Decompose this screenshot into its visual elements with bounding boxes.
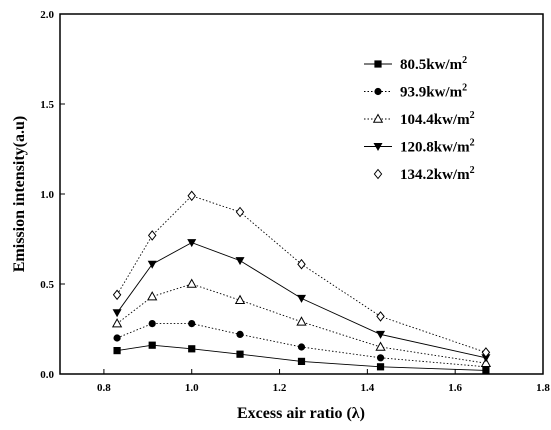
data-point <box>147 230 157 241</box>
series-5 <box>112 190 491 358</box>
data-point <box>187 239 197 248</box>
data-point <box>375 341 386 351</box>
x-tick-label: 1.6 <box>448 382 462 394</box>
data-point <box>235 206 245 218</box>
y-tick-label: 2.0 <box>40 9 54 21</box>
y-tick-label: 1.5 <box>40 99 54 111</box>
x-axis-title: Excess air ratio (λ) <box>237 405 365 422</box>
data-point <box>480 357 492 367</box>
legend: 80.5kw/m2 93.9kw/m2 104.4kw/m2 120.8kw/m2 13… <box>364 55 475 183</box>
data-point <box>376 311 385 322</box>
data-point <box>297 357 306 365</box>
legend-marker <box>372 113 384 123</box>
data-point <box>234 294 246 304</box>
data-point <box>148 341 156 349</box>
y-tick-label: 0.0 <box>40 369 54 381</box>
data-point <box>481 354 491 363</box>
y-axis: 0.0 0.5 1.0 1.5 2.0 <box>40 9 65 381</box>
legend-label: 120.8kw/m2 <box>400 138 475 156</box>
data-point <box>188 320 196 328</box>
x-tick-label: 1.8 <box>536 382 550 394</box>
data-point <box>482 366 490 374</box>
data-point <box>236 330 244 338</box>
legend-item: 93.9kw/m2 <box>364 83 467 101</box>
data-point <box>147 260 157 269</box>
data-point <box>147 291 158 301</box>
series-layer <box>111 190 492 374</box>
data-point <box>187 190 196 202</box>
legend-label: 80.5kw/m2 <box>400 55 467 73</box>
data-point <box>376 330 386 339</box>
x-tick-label: 1.4 <box>360 382 374 394</box>
data-point <box>113 334 121 342</box>
data-point <box>148 320 156 328</box>
x-tick-label: 0.8 <box>97 382 111 394</box>
data-point <box>113 347 121 355</box>
legend-item: 104.4kw/m2 <box>364 110 475 128</box>
series-4 <box>112 239 491 363</box>
series-3 <box>111 278 492 367</box>
legend-marker <box>373 168 383 180</box>
data-point <box>236 350 244 358</box>
data-point <box>297 258 306 270</box>
data-point <box>186 278 197 288</box>
legend-label: 104.4kw/m2 <box>400 110 475 128</box>
legend-marker <box>374 87 382 96</box>
x-tick-label: 1.0 <box>185 382 199 394</box>
y-tick-label: 1.0 <box>40 189 54 201</box>
legend-marker <box>374 60 382 68</box>
x-axis: 0.8 1.0 1.2 1.4 1.6 1.8 <box>97 369 550 394</box>
legend-item: 120.8kw/m2 <box>364 138 475 156</box>
legend-item: 80.5kw/m2 <box>364 55 467 73</box>
data-point <box>188 345 196 353</box>
data-point <box>235 257 245 266</box>
legend-marker <box>373 143 383 151</box>
y-axis-title: Emission intensity(a.u) <box>11 116 28 272</box>
data-point <box>111 318 123 328</box>
series-1 <box>113 341 490 374</box>
data-point <box>297 294 306 303</box>
x-tick-label: 1.2 <box>273 382 287 394</box>
legend-label: 134.2kw/m2 <box>400 165 475 183</box>
data-point <box>376 363 385 371</box>
data-point <box>481 347 491 358</box>
y-tick-label: 0.5 <box>40 279 54 291</box>
data-point <box>296 316 307 326</box>
legend-item: 134.2kw/m2 <box>373 165 475 183</box>
legend-label: 93.9kw/m2 <box>400 83 467 101</box>
data-point <box>112 309 122 318</box>
series-line <box>116 195 487 353</box>
data-point <box>297 343 306 351</box>
data-point <box>376 354 385 362</box>
data-point <box>112 289 122 301</box>
